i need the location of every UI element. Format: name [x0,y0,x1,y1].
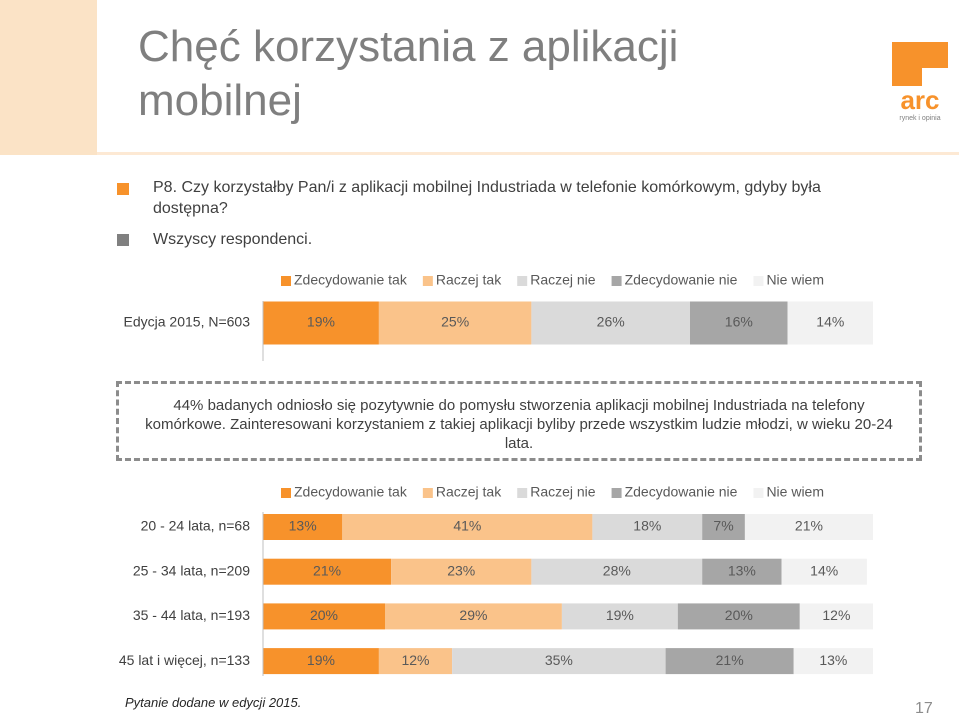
legend-swatch [422,276,433,286]
bar-segment [263,301,379,345]
legend-swatch [281,488,291,498]
bar-segment [263,558,392,585]
value-label: 21% [716,652,744,668]
slide-title: Chęć korzystania z aplikacji mobilnej [138,22,679,125]
value-label: 29% [459,607,487,623]
bar-segment [385,603,562,630]
bar-segment [702,514,745,540]
logo-tagline: rynek i opinia [899,115,940,122]
value-label: 21% [313,562,341,578]
value-label: 7% [713,518,733,534]
base-text: Wszyscy respondenci. [153,231,313,248]
bar-segment [531,301,690,345]
bar-segment [531,558,703,585]
value-label: 19% [307,652,335,668]
value-label: 28% [603,562,631,578]
bar-segment [378,648,453,675]
bar-segment [263,648,379,675]
bar-segment [391,558,532,585]
category-label: 25 - 34 lata, n=209 [133,562,250,578]
legend-swatch [281,276,291,286]
category-label: Edycja 2015, N=603 [124,314,251,330]
value-label: 26% [597,314,625,330]
value-label: 12% [822,607,850,623]
value-label: 14% [816,314,844,330]
bar-segment [677,603,800,630]
value-label: 41% [453,518,481,534]
value-label: 21% [795,518,823,534]
legend-swatch [517,276,528,286]
bar-segment [781,558,867,585]
value-label: 16% [725,314,753,330]
legend-label: Nie wiem [766,272,824,288]
bar-segment [263,603,385,630]
category-label: 20 - 24 lata, n=68 [141,518,251,534]
bar-segment [342,514,593,540]
category-label: 45 lat i więcej, n=133 [119,652,250,668]
bar-segment [592,514,703,540]
bar-segment [263,514,343,540]
value-label: 19% [606,607,634,623]
bar-segment [793,648,873,675]
value-label: 12% [401,652,429,668]
value-label: 25% [441,314,469,330]
bar-segment [665,648,794,675]
bar-segment [452,648,666,675]
value-label: 13% [728,562,756,578]
bar-segment [561,603,678,630]
bar-segment [799,603,873,630]
legend-label: Raczej nie [530,484,596,500]
category-label: 35 - 44 lata, n=193 [133,607,250,623]
bar-segment [787,301,873,345]
legend-label: Raczej tak [436,484,502,500]
legend-label: Zdecydowanie tak [294,272,408,288]
footnote: Pytanie dodane w edycji 2015. [125,695,302,710]
value-label: 23% [447,562,475,578]
question-text: P8. Czy korzystałby Pan/i z aplikacji mo… [153,179,821,217]
header-rule [97,152,959,155]
legend-swatch [611,488,622,498]
legend-label: Raczej tak [436,272,502,288]
value-label: 19% [307,314,335,330]
legend-label: Raczej nie [530,272,596,288]
legend-swatch [422,488,433,498]
bullet-marker [117,183,129,195]
logo: arc rynek i opinia [888,38,952,122]
bar-segment [378,301,532,345]
bar-segment [744,514,873,540]
value-label: 35% [545,652,573,668]
legend-swatch [753,276,764,286]
logo-mark: arc rynek i opinia [892,42,948,122]
value-label: 20% [310,607,338,623]
bar-segment [702,558,782,585]
logo-name: arc [900,85,939,115]
value-label: 13% [289,518,317,534]
page-number: 17 [915,700,933,717]
legend-swatch [753,488,764,498]
corner-band [0,0,97,155]
value-label: 13% [819,652,847,668]
legend-label: Zdecydowanie nie [625,272,738,288]
value-label: 20% [725,607,753,623]
legend-swatch [517,488,528,498]
value-label: 14% [810,562,838,578]
legend-label: Zdecydowanie nie [625,484,738,500]
legend-label: Zdecydowanie tak [294,484,408,500]
bar-segment [690,301,788,345]
legend-label: Nie wiem [766,484,824,500]
value-label: 18% [633,518,661,534]
summary-note: 44% badanych odniosło się pozytywnie do … [116,381,922,461]
bullet-marker [117,234,129,246]
legend-swatch [611,276,622,286]
